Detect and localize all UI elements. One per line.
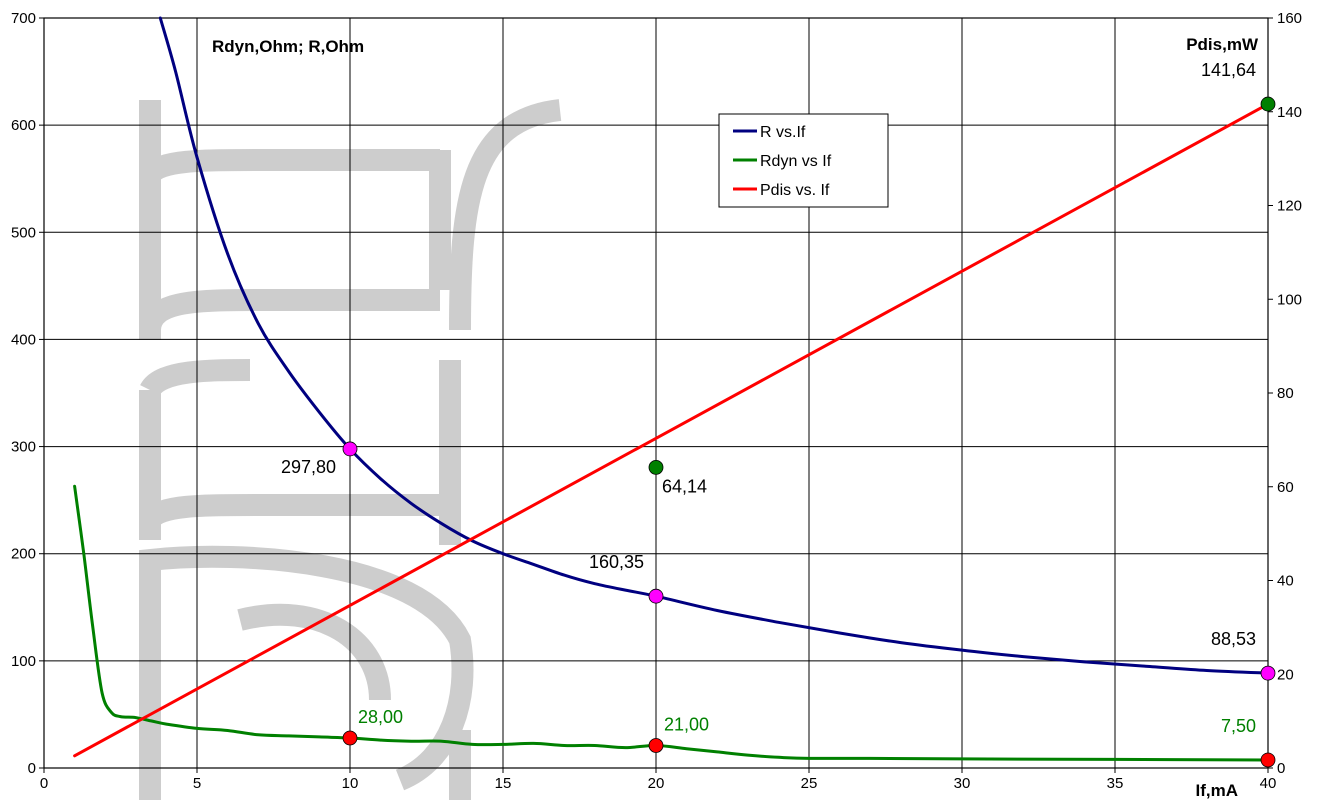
data-point-marker [648, 738, 664, 753]
y-right-tick-label: 60 [1277, 479, 1294, 496]
data-label: 64,14 [662, 476, 707, 496]
x-tick-label: 15 [495, 775, 512, 792]
x-tick-label: 25 [801, 775, 818, 792]
y-left-tick-label: 600 [11, 117, 36, 134]
y-right-tick-label: 120 [1277, 198, 1302, 215]
x-axis-title: If,mA [1196, 781, 1239, 800]
data-label: 141,64 [1201, 60, 1256, 80]
axes [39, 17, 1273, 773]
data-labels: 297,80 160,35 88,53 64,14 141,64 28,00 21,00 7,… [281, 60, 1256, 736]
data-label: 28,00 [358, 707, 403, 727]
legend-entry-label: Rdyn vs If [760, 153, 832, 170]
y-right-tick-label: 20 [1277, 666, 1294, 683]
y-right-axis-title: Pdis,mW [1186, 35, 1259, 54]
series-lines [73, 16, 1270, 762]
y-left-tick-label: 300 [11, 439, 36, 456]
data-label: 21,00 [664, 715, 709, 735]
y-right-tick-label: 40 [1277, 573, 1294, 590]
y-left-tick-label: 200 [11, 546, 36, 563]
x-tick-label: 20 [648, 775, 665, 792]
y-left-tick-label: 100 [11, 653, 36, 670]
series-line-r-vs-if [158, 16, 1270, 675]
data-label: 88,53 [1211, 629, 1256, 649]
data-label: 160,35 [589, 552, 644, 572]
x-tick-label: 5 [193, 775, 201, 792]
y-left-tick-label: 0 [28, 760, 36, 777]
series-line-rdyn-vs-if [73, 484, 1270, 762]
data-point-marker [648, 588, 664, 604]
x-tick-label: 30 [954, 775, 971, 792]
y-right-tick-label: 80 [1277, 385, 1294, 402]
markers [342, 96, 1276, 768]
y-right-tick-label: 100 [1277, 291, 1302, 308]
data-point-marker [1260, 665, 1276, 681]
series-line-pdis-vs-if [73, 102, 1270, 758]
x-tick-label: 40 [1260, 775, 1277, 792]
data-point-marker [648, 459, 664, 475]
y-left-tick-label: 700 [11, 10, 36, 27]
grid [43, 17, 1269, 769]
data-point-marker [1260, 96, 1276, 112]
data-point-marker [342, 730, 358, 746]
data-point-marker [1260, 752, 1276, 768]
y-right-tick-labels: 0 20 40 60 80 100 120 140 160 [1277, 10, 1302, 777]
data-point-marker [342, 441, 358, 457]
data-label: 7,50 [1221, 716, 1256, 736]
x-tick-label: 35 [1107, 775, 1124, 792]
y-left-tick-labels: 0 100 200 300 400 500 600 700 [11, 10, 36, 777]
legend-entry-label: Pdis vs. If [760, 182, 830, 199]
y-left-axis-title: Rdyn,Ohm; R,Ohm [212, 37, 364, 56]
x-tick-label: 10 [342, 775, 359, 792]
data-label: 297,80 [281, 457, 336, 477]
legend: R vs.If Rdyn vs If Pdis vs. If [718, 113, 889, 208]
x-tick-labels: 0 5 10 15 20 25 30 35 40 [40, 775, 1277, 792]
y-left-tick-label: 400 [11, 331, 36, 348]
legend-entry-label: R vs.If [760, 124, 806, 141]
y-right-tick-label: 0 [1277, 760, 1285, 777]
y-right-tick-label: 160 [1277, 10, 1302, 27]
x-tick-label: 0 [40, 775, 48, 792]
y-right-tick-label: 140 [1277, 104, 1302, 121]
y-left-tick-label: 500 [11, 224, 36, 241]
